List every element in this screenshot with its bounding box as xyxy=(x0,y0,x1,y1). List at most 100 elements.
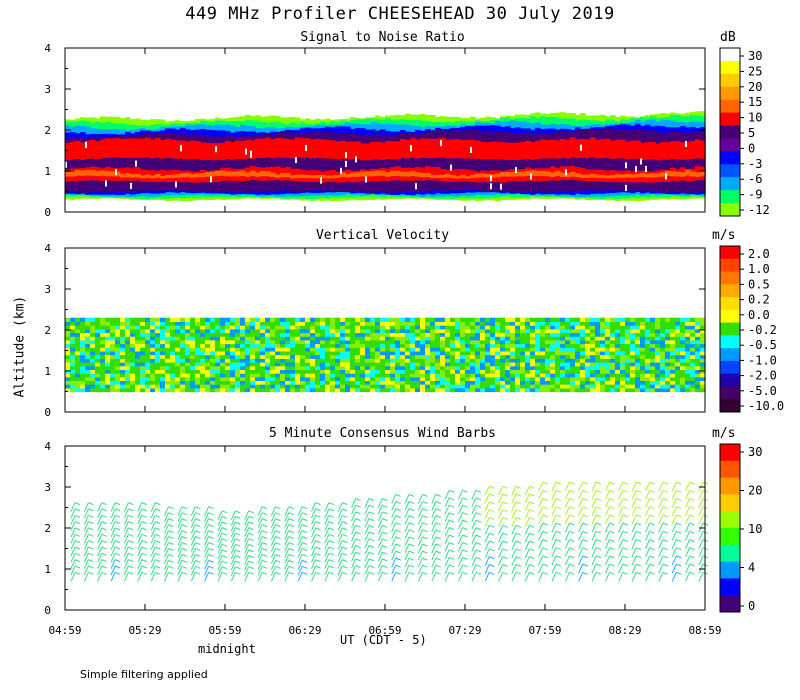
velocity-cell xyxy=(100,380,106,385)
velocity-cell xyxy=(475,339,481,345)
velocity-cell xyxy=(555,362,561,367)
snr-cell xyxy=(595,139,601,159)
velocity-cell xyxy=(360,325,366,330)
velocity-cell xyxy=(230,350,236,356)
snr-cell xyxy=(610,128,616,191)
velocity-cell xyxy=(445,362,451,367)
velocity-cell xyxy=(640,354,646,359)
velocity-cell xyxy=(600,354,606,359)
velocity-cell xyxy=(210,373,216,378)
velocity-cell xyxy=(390,387,396,393)
velocity-cell xyxy=(375,325,381,330)
velocity-cell xyxy=(495,336,501,341)
snr-cell xyxy=(285,173,291,178)
snr-speckle xyxy=(565,169,567,176)
velocity-cell xyxy=(535,376,541,381)
wind-barb-flag xyxy=(155,565,161,569)
wind-barb-flag xyxy=(622,522,628,526)
velocity-cell xyxy=(640,317,646,322)
velocity-cell xyxy=(245,328,251,334)
velocity-cell xyxy=(350,369,356,374)
velocity-cell xyxy=(210,343,216,348)
snr-cell xyxy=(445,173,451,178)
velocity-cell xyxy=(180,373,186,378)
velocity-cell xyxy=(450,321,456,326)
wind-barb xyxy=(431,494,437,504)
velocity-cell xyxy=(435,321,441,326)
velocity-cell xyxy=(100,336,106,341)
velocity-cell xyxy=(400,332,406,337)
velocity-cell xyxy=(420,336,426,341)
velocity-cell xyxy=(155,358,161,363)
snr-cell xyxy=(295,174,301,178)
velocity-cell xyxy=(425,347,431,352)
velocity-cell xyxy=(345,362,351,367)
velocity-cell xyxy=(315,362,321,367)
velocity-cell xyxy=(65,384,71,389)
velocity-cell xyxy=(370,321,376,326)
snr-cell xyxy=(300,174,306,178)
velocity-cell xyxy=(665,362,671,367)
wind-barb-flag xyxy=(676,481,682,485)
velocity-cell xyxy=(260,354,266,359)
wind-barb-flag xyxy=(114,514,121,518)
wind-barb-flag xyxy=(248,510,254,514)
velocity-cell xyxy=(175,384,181,389)
wind-barb xyxy=(190,572,196,582)
velocity-cell xyxy=(160,387,166,393)
wind-barb-flag xyxy=(235,560,241,564)
snr-speckle xyxy=(210,176,212,183)
velocity-cell xyxy=(300,325,306,330)
wind-barb xyxy=(217,538,223,549)
velocity-cell xyxy=(600,336,606,341)
velocity-cell xyxy=(585,339,591,345)
velocity-cell xyxy=(225,336,231,341)
wind-barb xyxy=(658,506,664,516)
y-tick-label: 4 xyxy=(44,42,51,55)
wind-barb-flag xyxy=(569,489,575,493)
wind-barb-flag xyxy=(542,489,548,493)
snr-cell xyxy=(290,168,296,182)
velocity-cell xyxy=(145,336,151,341)
velocity-cell xyxy=(445,336,451,341)
velocity-cell xyxy=(420,376,426,381)
colorbar-swatch xyxy=(720,561,740,579)
velocity-cell xyxy=(185,354,191,359)
velocity-cell xyxy=(125,350,131,356)
velocity-cell xyxy=(615,365,621,370)
wind-barb xyxy=(578,572,584,582)
snr-cell xyxy=(600,174,606,178)
velocity-cell xyxy=(675,325,681,330)
velocity-cell xyxy=(475,376,481,381)
velocity-cell xyxy=(645,317,651,322)
velocity-cell xyxy=(290,380,296,385)
velocity-cell xyxy=(445,387,451,393)
wind-barb xyxy=(417,494,423,504)
wind-barb-flag xyxy=(689,498,695,501)
velocity-cell xyxy=(480,380,486,385)
wind-barb xyxy=(685,572,691,582)
velocity-cell xyxy=(375,373,381,378)
snr-cell xyxy=(135,134,141,192)
snr-cell xyxy=(440,174,446,178)
colorbar-tick-label: 5 xyxy=(748,126,755,140)
wind-barb xyxy=(164,554,169,564)
velocity-cell xyxy=(365,373,371,378)
wind-barb-flag xyxy=(595,481,602,485)
velocity-cell xyxy=(295,354,301,359)
velocity-cell xyxy=(460,328,466,334)
velocity-cell xyxy=(435,369,441,374)
velocity-cell xyxy=(265,328,271,334)
wind-barb-flag xyxy=(689,506,695,510)
velocity-cell xyxy=(520,373,526,378)
velocity-cell xyxy=(105,384,111,389)
snr-speckle xyxy=(305,145,307,151)
velocity-cell xyxy=(695,328,701,334)
velocity-cell xyxy=(580,376,586,381)
snr-speckle xyxy=(320,177,322,184)
wind-barb-flag xyxy=(195,571,201,575)
wind-barb-flag xyxy=(502,524,508,528)
velocity-cell xyxy=(505,317,511,322)
wind-barb xyxy=(578,481,584,492)
velocity-cell xyxy=(170,387,176,393)
